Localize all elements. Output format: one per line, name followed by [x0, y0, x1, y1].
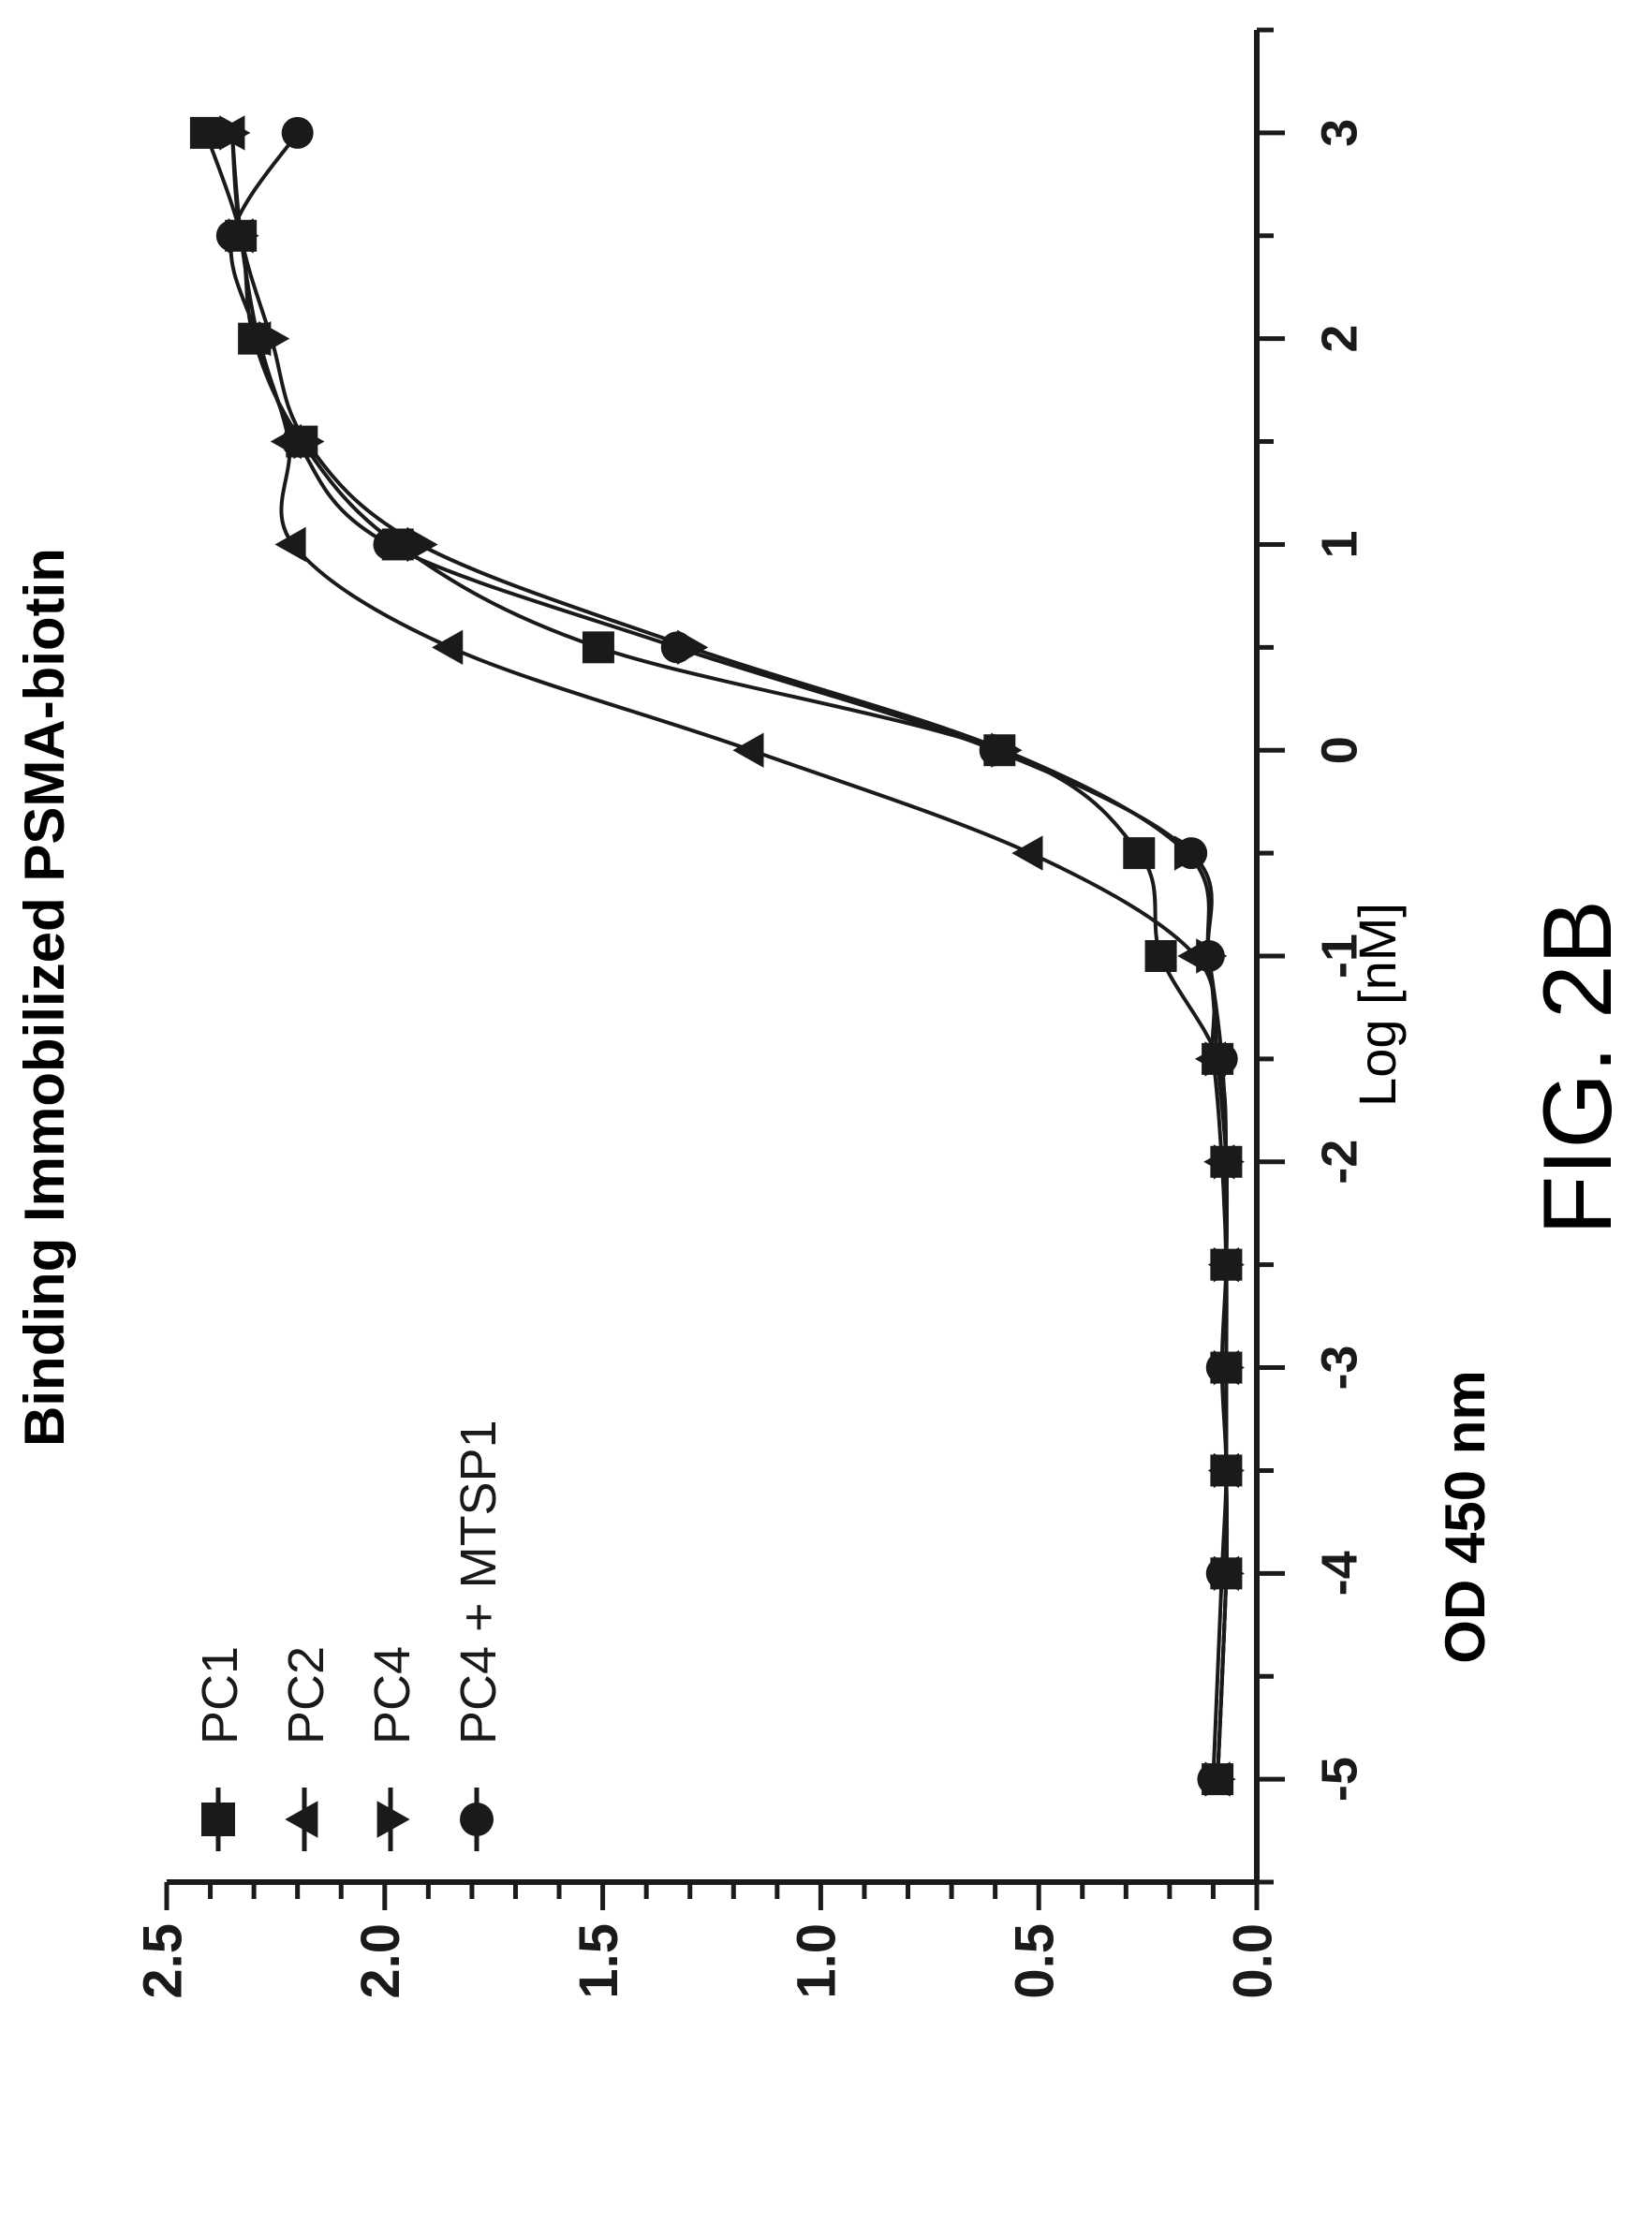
x-tick-label: 0: [1311, 736, 1367, 764]
y-tick-label: 0.5: [1005, 1923, 1066, 1999]
figure-label: FIG. 2B: [1524, 900, 1632, 1235]
y-tick-label: 0.0: [1222, 1923, 1283, 1999]
y-axis-label: OD 450 nm: [1434, 1370, 1497, 1663]
data-point: [406, 526, 438, 563]
y-tick-label: 2.0: [350, 1923, 411, 1999]
x-tick-label: -3: [1311, 1346, 1367, 1391]
data-point: [1192, 940, 1225, 972]
data-point: [660, 631, 693, 664]
legend-marker: [376, 1801, 410, 1838]
data-point: [1123, 837, 1156, 870]
y-tick-label: 2.5: [132, 1923, 193, 1999]
data-point: [215, 219, 248, 252]
data-point: [1210, 1454, 1243, 1487]
x-tick-label: -5: [1311, 1757, 1367, 1802]
x-tick-label: -4: [1311, 1551, 1367, 1596]
data-point: [1144, 940, 1177, 972]
curve-pc4: [229, 132, 1230, 1780]
data-point: [219, 115, 251, 151]
legend-marker: [460, 1803, 494, 1836]
data-point: [373, 528, 406, 561]
legend-marker: [285, 1801, 318, 1838]
y-tick-label: 1.0: [787, 1923, 848, 1999]
legend-marker: [201, 1803, 235, 1836]
x-tick-label: 2: [1311, 325, 1367, 353]
legend-label: PC1: [192, 1646, 248, 1744]
curve-pc2: [229, 132, 1230, 1780]
data-point: [1205, 1042, 1238, 1075]
data-point: [274, 526, 306, 563]
data-point: [432, 629, 464, 666]
legend: PC1 PC2 PC4 PC4 + MTSP1: [192, 1420, 507, 1851]
data-point: [1175, 837, 1208, 870]
axes: -5 -4 -3 -2 -1 0 1 2 3 0.0 0.5 1.0 1.5 2.0 2.5: [132, 27, 1367, 1999]
data-point: [1210, 1145, 1243, 1178]
data-point: [1197, 1763, 1230, 1796]
data-point: [582, 631, 614, 664]
x-tick-label: 3: [1311, 119, 1367, 147]
fitted-curves: [204, 131, 1230, 1780]
x-tick-label: -2: [1311, 1140, 1367, 1185]
data-markers: [189, 115, 1245, 1797]
data-point: [281, 116, 314, 149]
data-point: [1011, 835, 1043, 871]
curve-pc1: [204, 132, 1230, 1780]
data-point: [979, 734, 1011, 767]
y-tick-label: 1.5: [568, 1923, 629, 1999]
legend-label: PC4 + MTSP1: [450, 1420, 507, 1744]
data-point: [242, 322, 274, 355]
x-tick-label: 1: [1311, 530, 1367, 558]
data-point: [1210, 1248, 1243, 1281]
curve-pc4-mtsp1: [229, 131, 1229, 1780]
chart-title: Binding Immobilized PSMA-biotin: [13, 548, 76, 1447]
legend-label: PC4: [364, 1646, 420, 1744]
data-point: [1205, 1351, 1238, 1384]
data-point: [281, 425, 314, 458]
data-point: [732, 732, 764, 768]
legend-label: PC2: [278, 1646, 334, 1744]
data-point: [1205, 1557, 1238, 1590]
x-axis-label: Log [nM]: [1348, 903, 1407, 1107]
x-tick-label: -1: [1311, 934, 1367, 979]
